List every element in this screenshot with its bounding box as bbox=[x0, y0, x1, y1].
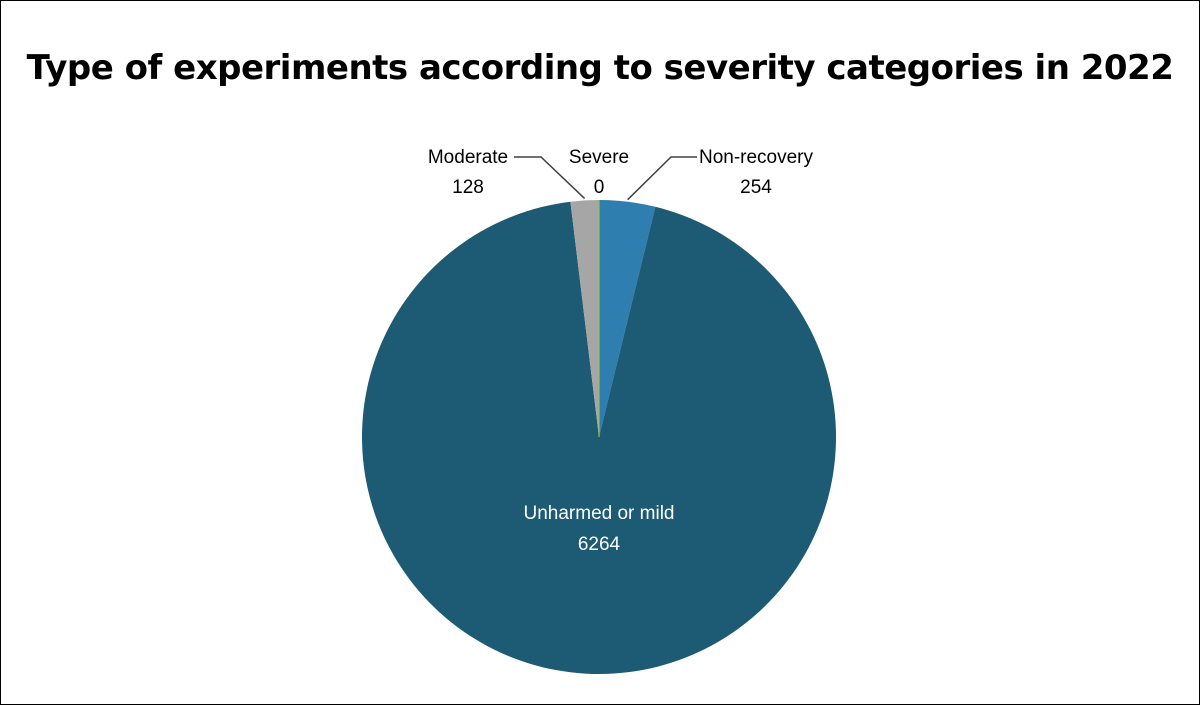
pie-slices bbox=[361, 200, 836, 674]
slice-non-recovery bbox=[599, 200, 656, 437]
label-non-recovery-name: Non-recovery bbox=[699, 147, 814, 168]
label-severe-name: Severe bbox=[569, 147, 629, 168]
leader-lines bbox=[514, 156, 697, 201]
label-moderate-value: 128 bbox=[452, 177, 484, 198]
slice-unharmed-or-mild bbox=[361, 201, 836, 674]
label-severe-value: 0 bbox=[594, 177, 605, 198]
leader-non-recovery bbox=[627, 156, 697, 201]
slice-moderate bbox=[570, 200, 599, 437]
label-unharmed-name: Unharmed or mild bbox=[524, 503, 675, 524]
chart-title: Type of experiments according to severit… bbox=[26, 48, 1174, 88]
label-non-recovery-value: 254 bbox=[740, 177, 772, 198]
leader-moderate bbox=[514, 156, 586, 199]
label-moderate-name: Moderate bbox=[428, 147, 508, 168]
label-unharmed-value: 6264 bbox=[578, 534, 621, 555]
